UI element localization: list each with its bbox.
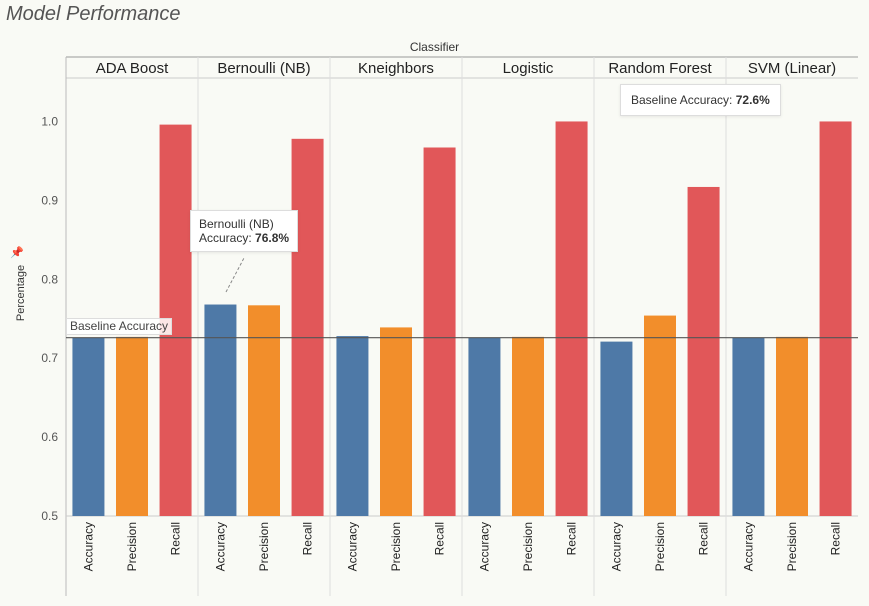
y-tick-label: 0.9 — [41, 193, 58, 207]
x-tick-label: Precision — [257, 522, 271, 571]
tooltip-leader — [225, 257, 245, 293]
bar-precision — [776, 336, 808, 516]
tooltip-accuracy-value: 76.8% — [255, 231, 290, 245]
panel-title: ADA Boost — [96, 60, 169, 77]
bar-recall — [423, 147, 456, 516]
bar-accuracy — [600, 341, 633, 516]
tooltip-classifier: Bernoulli (NB) — [199, 217, 274, 231]
y-tick-label: 0.5 — [41, 509, 58, 523]
column-header: Classifier — [409, 40, 460, 54]
x-tick-label: Recall — [829, 522, 843, 555]
x-tick-label: Accuracy — [345, 522, 359, 571]
bar-precision — [116, 336, 148, 516]
bar-accuracy — [468, 337, 501, 516]
x-tick-label: Precision — [125, 522, 139, 571]
panel-title: Kneighbors — [358, 60, 434, 77]
tooltip-baseline-label: Baseline Accuracy: — [631, 93, 736, 107]
chart-title: Model Performance — [6, 3, 181, 25]
pin-icon[interactable]: 📌 — [10, 247, 24, 259]
x-tick-label: Recall — [697, 522, 711, 555]
panel-title: SVM (Linear) — [748, 60, 836, 77]
bar-accuracy — [732, 337, 765, 516]
bar-accuracy — [72, 337, 105, 516]
x-tick-label: Recall — [565, 522, 579, 555]
panel-title: Logistic — [503, 60, 554, 77]
x-tick-label: Recall — [433, 522, 447, 555]
x-tick-label: Precision — [653, 522, 667, 571]
y-tick-label: 0.8 — [41, 272, 58, 286]
x-tick-label: Precision — [389, 522, 403, 571]
tooltip-baseline: Baseline Accuracy: 72.6% — [620, 84, 781, 116]
bar-recall — [555, 121, 588, 517]
x-tick-label: Accuracy — [609, 522, 623, 571]
x-tick-label: Accuracy — [741, 522, 755, 571]
tooltip-accuracy-row: Accuracy: 76.8% — [199, 231, 289, 245]
tooltip-baseline-value: 72.6% — [735, 93, 770, 107]
panel-title: Bernoulli (NB) — [217, 60, 310, 77]
tooltip-bernoulli: Bernoulli (NB) Accuracy: 76.8% — [190, 210, 299, 252]
baseline-label: Baseline Accuracy — [66, 318, 173, 335]
x-tick-label: Precision — [521, 522, 535, 571]
bar-precision — [512, 336, 544, 516]
x-tick-label: Recall — [169, 522, 183, 555]
x-tick-label: Accuracy — [477, 522, 491, 571]
x-tick-label: Accuracy — [213, 522, 227, 571]
y-tick-label: 0.7 — [41, 351, 58, 365]
y-tick-label: 1.0 — [41, 114, 58, 128]
bar-recall — [291, 138, 324, 516]
bar-precision — [380, 327, 412, 516]
bar-recall — [819, 121, 852, 517]
bar-precision — [644, 315, 676, 516]
panel-title: Random Forest — [608, 60, 712, 77]
x-tick-label: Precision — [785, 522, 799, 571]
bar-recall — [687, 186, 720, 516]
x-tick-label: Recall — [301, 522, 315, 555]
bar-precision — [248, 305, 280, 516]
y-tick-label: 0.6 — [41, 430, 58, 444]
bar-accuracy — [336, 336, 369, 516]
tooltip-accuracy-label: Accuracy: — [199, 231, 256, 245]
x-tick-label: Accuracy — [81, 522, 95, 571]
bar-accuracy — [204, 304, 237, 516]
